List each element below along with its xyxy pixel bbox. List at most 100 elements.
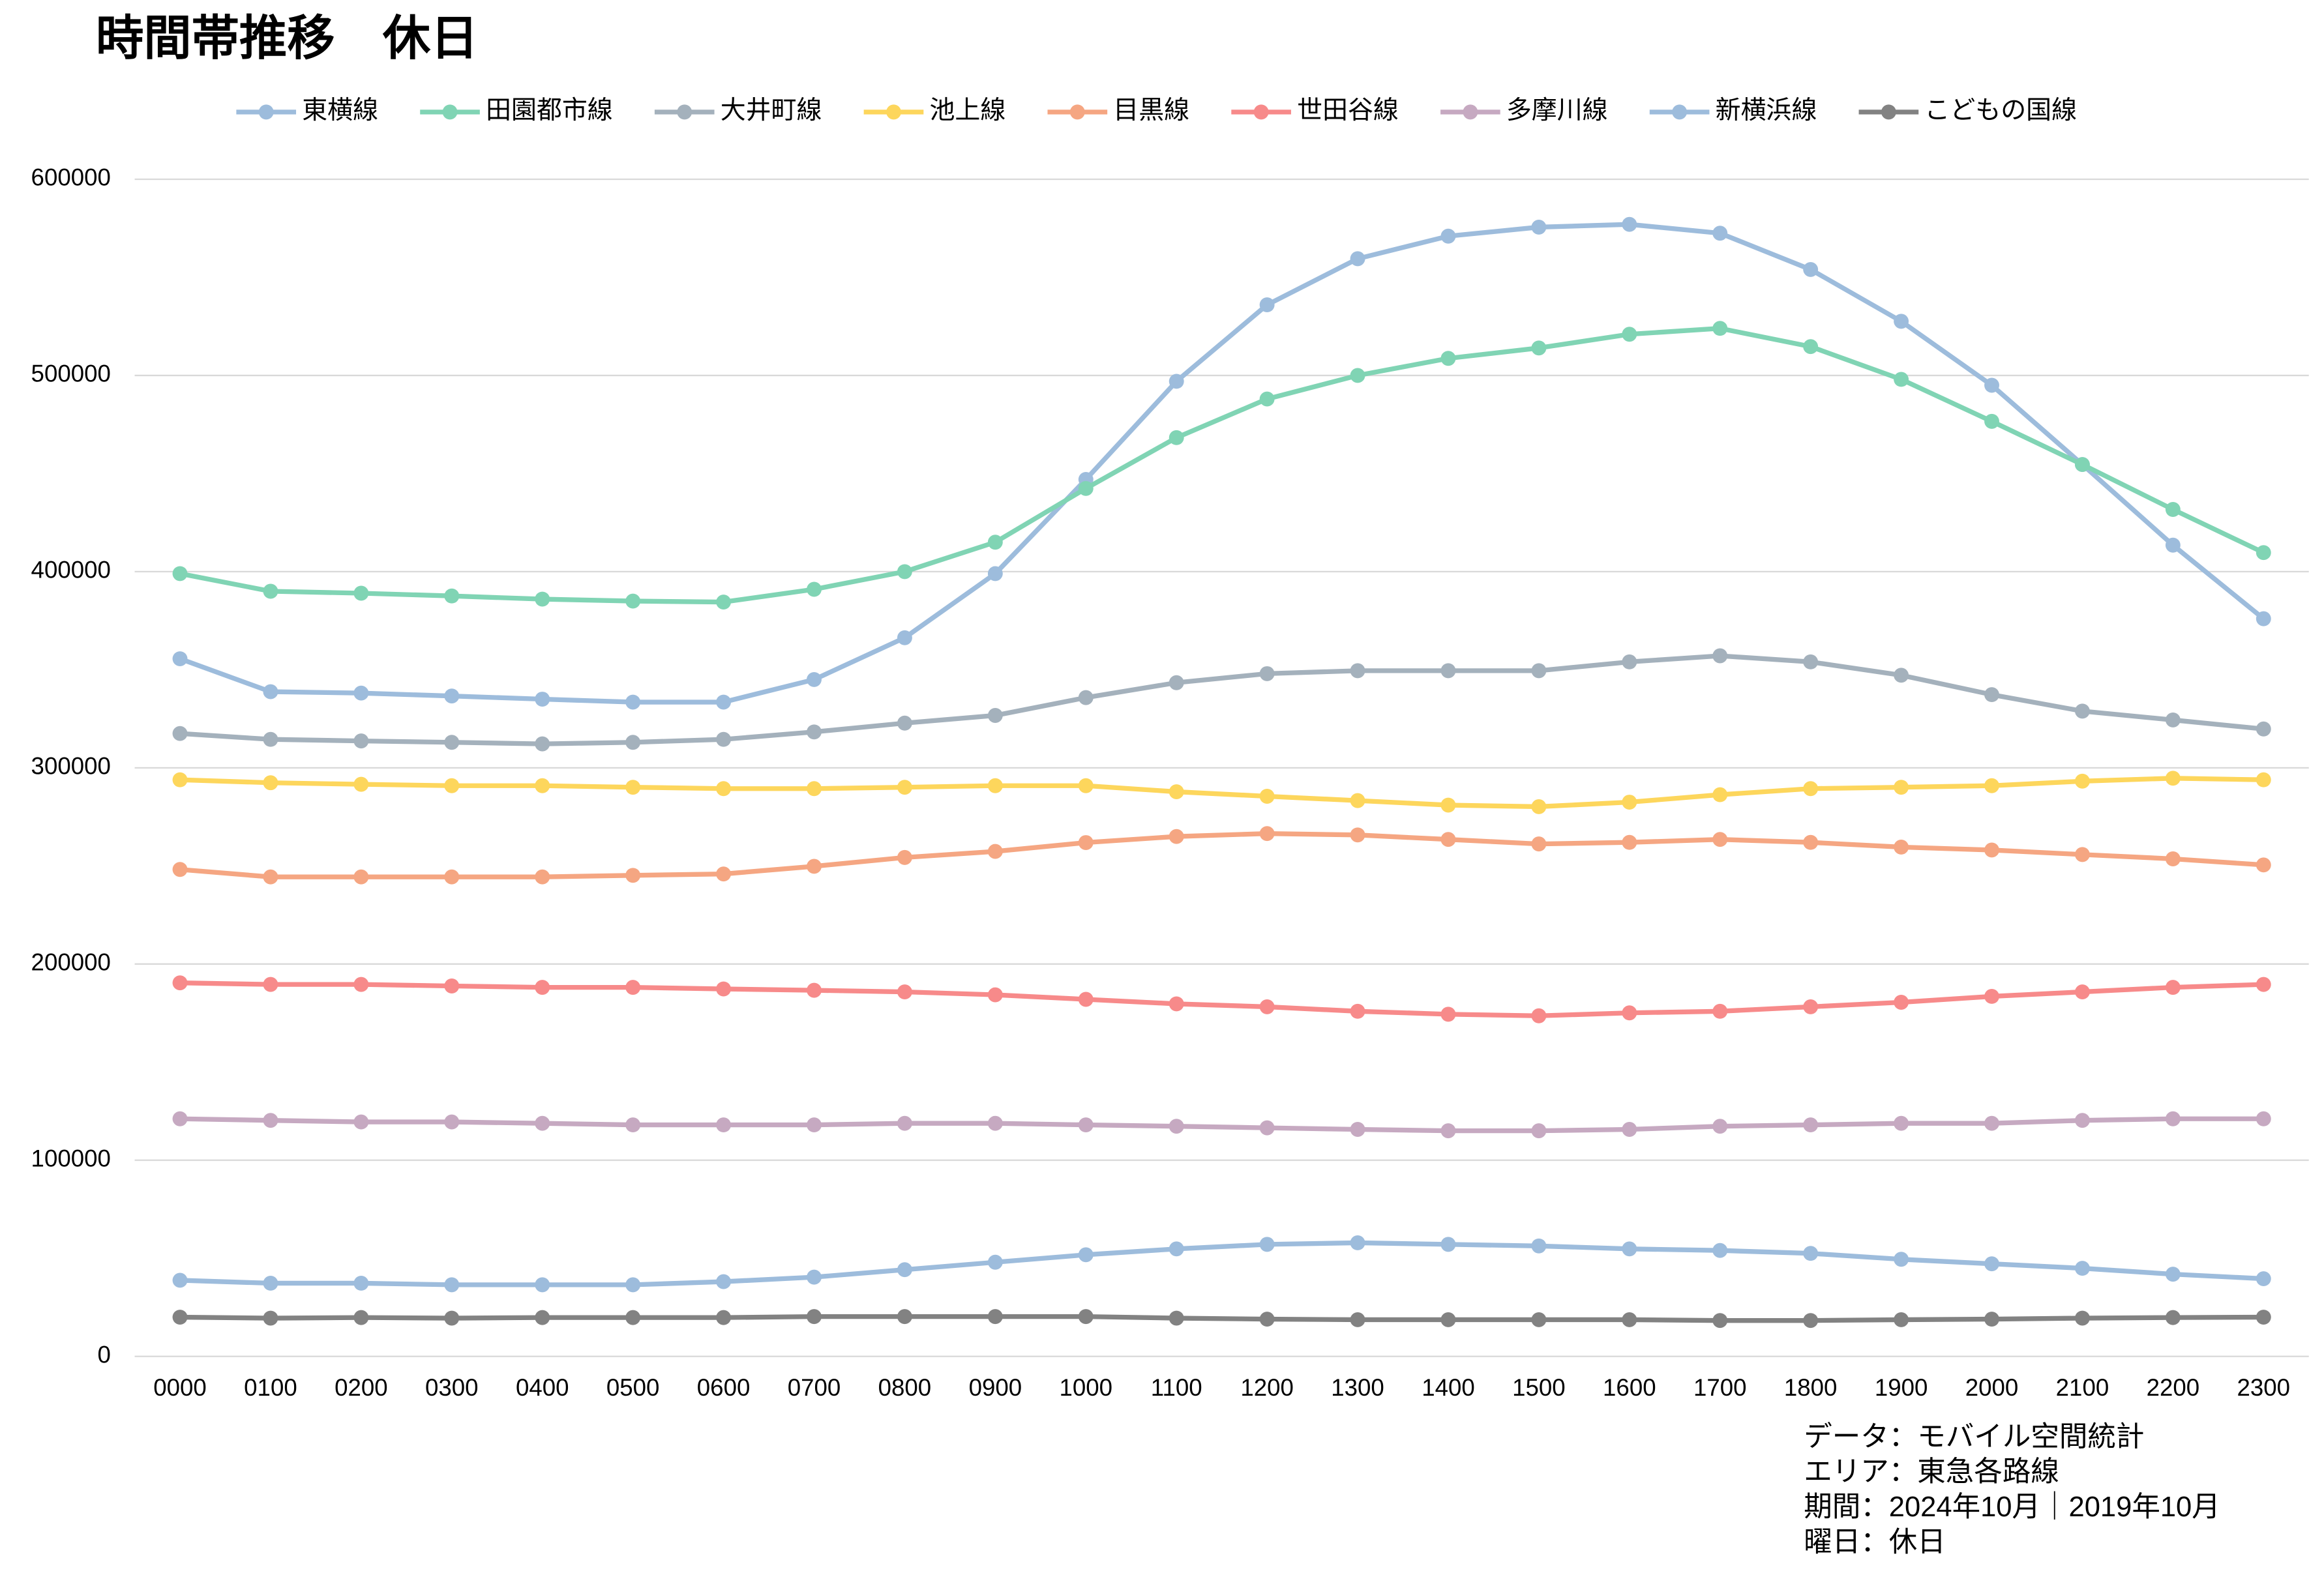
series-line xyxy=(179,1314,2264,1323)
data-point xyxy=(987,987,1003,1003)
series-line xyxy=(179,326,2265,605)
data-point xyxy=(444,1277,460,1293)
x-tick-label: 0300 xyxy=(425,1374,479,1401)
legend-label: 多摩川線 xyxy=(1506,96,1608,125)
legend-marker xyxy=(1069,104,1085,120)
data-point xyxy=(172,1111,188,1126)
data-point xyxy=(535,736,550,752)
series-line xyxy=(179,831,2264,879)
data-point xyxy=(1984,989,1999,1004)
data-point xyxy=(1803,1313,1819,1329)
series-line xyxy=(179,1240,2264,1287)
data-point xyxy=(1259,826,1275,842)
series-line xyxy=(179,1116,2264,1134)
data-point xyxy=(1984,1256,1999,1272)
x-tick-label: 0400 xyxy=(516,1374,569,1401)
data-point xyxy=(263,869,278,885)
data-point xyxy=(1803,781,1819,797)
data-point xyxy=(625,694,641,710)
data-point xyxy=(1078,480,1094,496)
x-tick-label: 0800 xyxy=(878,1374,932,1401)
data-point xyxy=(2074,773,2090,789)
data-point xyxy=(444,735,460,750)
data-point xyxy=(1984,413,1999,429)
data-point xyxy=(1350,1122,1365,1137)
data-point xyxy=(263,977,278,992)
data-point xyxy=(625,868,641,883)
data-point xyxy=(807,724,822,740)
y-tick-label: 0 xyxy=(98,1341,111,1368)
data-point xyxy=(1712,832,1728,847)
data-point xyxy=(263,1276,278,1291)
data-point xyxy=(716,981,732,997)
data-point xyxy=(1259,789,1275,804)
series-line xyxy=(179,776,2264,810)
data-point xyxy=(625,1117,641,1133)
data-point xyxy=(625,1310,641,1325)
data-point xyxy=(1169,784,1184,800)
data-point xyxy=(535,778,550,793)
data-point xyxy=(263,1113,278,1128)
data-point xyxy=(2256,721,2271,737)
note: データ：モバイル空間統計 xyxy=(1804,1421,2144,1452)
data-point xyxy=(1440,1007,1456,1022)
data-point xyxy=(2165,980,2181,995)
x-tick-label: 0600 xyxy=(697,1374,751,1401)
data-point xyxy=(2256,545,2271,561)
legend-label: 大井町線 xyxy=(721,96,822,125)
data-point xyxy=(1259,391,1275,407)
legend-label: 目黒線 xyxy=(1113,96,1189,125)
data-point xyxy=(2256,772,2271,787)
data-point xyxy=(987,566,1003,581)
data-point xyxy=(1440,228,1456,244)
data-point xyxy=(1803,1117,1819,1133)
data-point xyxy=(1531,340,1547,356)
data-point xyxy=(897,715,912,731)
data-point xyxy=(987,844,1003,859)
data-point xyxy=(1259,1312,1275,1327)
data-point xyxy=(1803,339,1819,355)
data-point xyxy=(1440,832,1456,847)
data-point xyxy=(807,1117,822,1133)
data-point xyxy=(353,869,369,885)
data-point xyxy=(263,583,278,599)
data-point xyxy=(807,859,822,874)
data-point xyxy=(625,1277,641,1293)
data-point xyxy=(1712,1242,1728,1258)
data-point xyxy=(1894,1312,1909,1327)
data-point xyxy=(2256,1271,2271,1287)
data-point xyxy=(897,1262,912,1278)
y-tick-label: 100000 xyxy=(31,1145,111,1171)
data-point xyxy=(897,984,912,1000)
data-point xyxy=(807,581,822,597)
x-tick-label: 1800 xyxy=(1784,1374,1838,1401)
data-point xyxy=(1169,1119,1184,1134)
data-point xyxy=(1984,377,1999,393)
data-point xyxy=(1259,297,1275,313)
data-point xyxy=(444,1310,460,1326)
data-point xyxy=(263,684,278,699)
data-point xyxy=(1169,374,1184,389)
note: 期間：2024年10月｜2019年10月 xyxy=(1804,1491,2220,1523)
data-point xyxy=(807,671,822,687)
data-point xyxy=(1622,834,1637,850)
data-point xyxy=(1440,1312,1456,1327)
data-point xyxy=(1259,1120,1275,1136)
x-tick-label: 0900 xyxy=(969,1374,1022,1401)
data-point xyxy=(172,975,188,991)
data-point xyxy=(535,980,550,995)
data-point xyxy=(353,1310,369,1325)
data-point xyxy=(1078,1247,1094,1263)
data-point xyxy=(987,535,1003,550)
data-point xyxy=(1440,351,1456,366)
data-point xyxy=(1350,1312,1365,1327)
data-point xyxy=(2256,1111,2271,1126)
chart-title: 時間帯推移 休日 xyxy=(96,12,479,65)
notes: データ：モバイル空間統計エリア：東急各路線期間：2024年10月｜2019年10… xyxy=(1804,1421,2220,1558)
data-point xyxy=(1259,999,1275,1014)
data-point xyxy=(716,866,732,882)
y-tick-label: 200000 xyxy=(31,948,111,975)
legend-marker xyxy=(442,104,458,120)
y-tick-label: 500000 xyxy=(31,360,111,387)
data-point xyxy=(353,776,369,792)
